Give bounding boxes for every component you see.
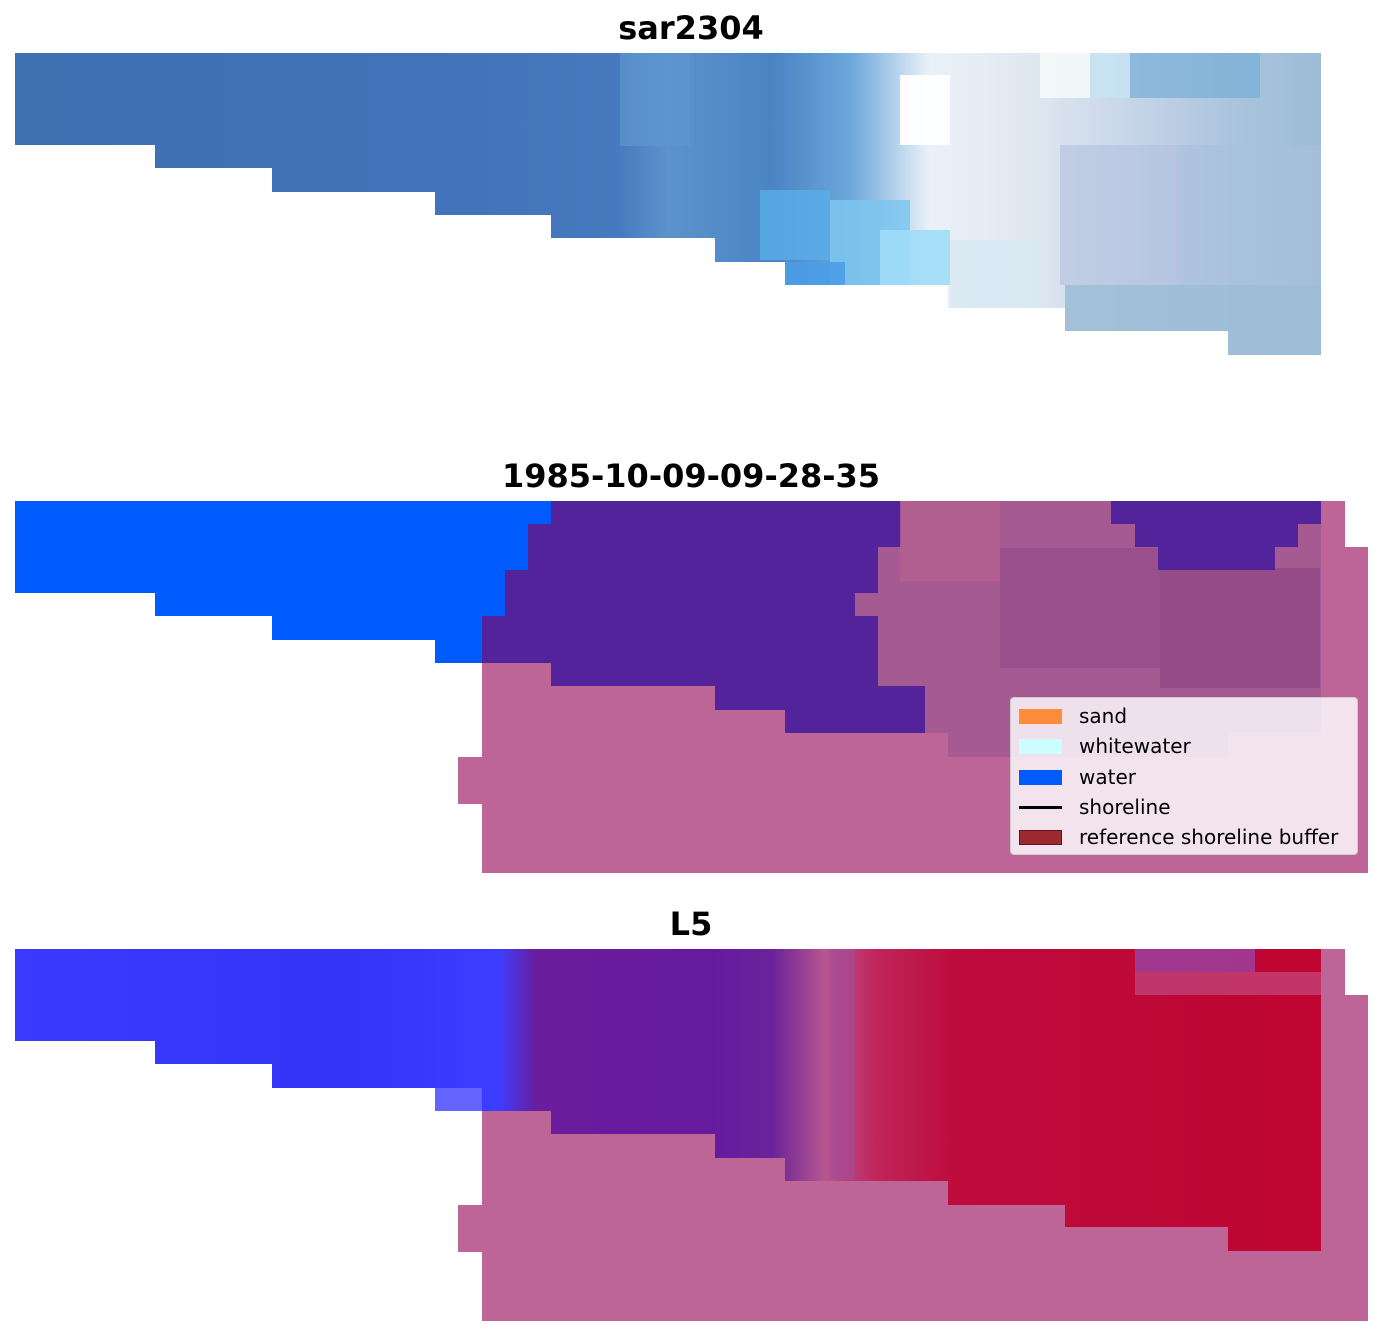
sar-image bbox=[15, 53, 1321, 355]
panel-title-date: 1985-10-09-09-28-35 bbox=[501, 457, 881, 495]
whitewater-swatch bbox=[1019, 738, 1062, 754]
buffer-swatch bbox=[1019, 829, 1062, 845]
l5-data-region bbox=[15, 949, 1321, 1251]
legend-label-water: water bbox=[1079, 765, 1136, 789]
l5-image bbox=[15, 949, 1368, 1321]
legend: sand whitewater water shoreline referenc… bbox=[1010, 697, 1358, 855]
panel-title-sar: sar2304 bbox=[618, 9, 764, 47]
mixed-region bbox=[482, 501, 925, 733]
legend-item-sand: sand bbox=[1019, 704, 1127, 728]
water-swatch bbox=[1019, 769, 1062, 785]
legend-label-buffer: reference shoreline buffer bbox=[1079, 825, 1339, 849]
sand-swatch bbox=[1019, 708, 1062, 724]
panel-title-l5: L5 bbox=[669, 905, 713, 943]
legend-label-shoreline: shoreline bbox=[1079, 795, 1171, 819]
legend-item-whitewater: whitewater bbox=[1019, 734, 1191, 758]
shoreline-line-icon bbox=[1019, 805, 1062, 809]
legend-label-sand: sand bbox=[1079, 704, 1128, 728]
legend-label-whitewater: whitewater bbox=[1079, 734, 1191, 758]
water-region bbox=[15, 501, 551, 663]
legend-item-shoreline: shoreline bbox=[1019, 795, 1171, 819]
legend-item-water: water bbox=[1019, 765, 1136, 789]
legend-item-buffer: reference shoreline buffer bbox=[1019, 825, 1338, 849]
